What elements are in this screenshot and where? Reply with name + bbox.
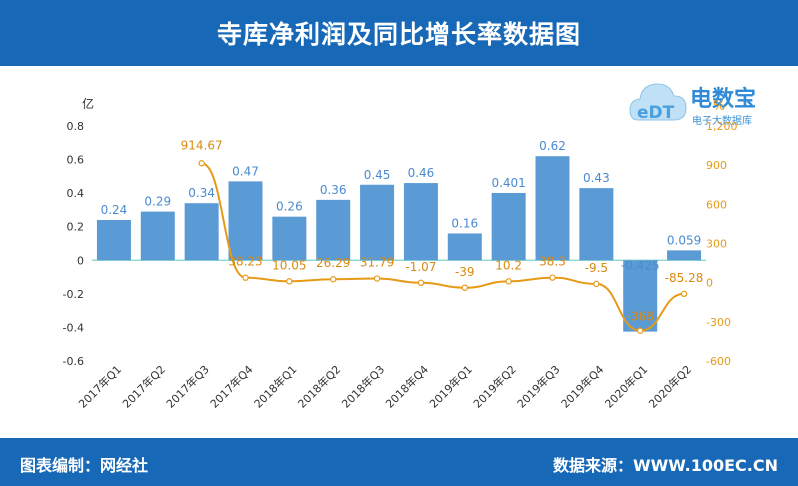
chart-area: 亿% 0.8 0.6 0.4 0.2 0 -0.2 -0.4 -0.6 1,200 900 600 30… (0, 66, 798, 438)
bar-value-label: 0.26 (276, 200, 303, 214)
y-tick-left: 0.8 (67, 120, 85, 133)
x-tick-label: 2017年Q1 (76, 362, 125, 411)
right-axis-unit: % (713, 99, 725, 114)
bar (667, 250, 702, 261)
line-point (461, 284, 468, 291)
y-tick-left: 0.2 (67, 221, 85, 234)
bar-value-label: 0.34 (188, 186, 215, 200)
bar (535, 156, 570, 261)
y-tick-right: 600 (706, 198, 727, 211)
y-tick-right: 0 (706, 277, 713, 290)
line-value-label: 26.29 (316, 256, 350, 270)
bar-value-label: 0.43 (583, 171, 610, 185)
y-tick-right: 900 (706, 159, 727, 172)
y-tick-right: -300 (706, 316, 731, 329)
bar-value-label: 0.29 (144, 195, 171, 209)
y-tick-left: 0.4 (67, 187, 85, 200)
growth-rate-line (201, 162, 685, 332)
x-tick-label: 2018年Q1 (251, 362, 300, 411)
x-tick-label: 2017年Q3 (163, 362, 212, 411)
line-point (242, 274, 249, 281)
y-tick-right: -600 (706, 355, 731, 368)
x-tick-label: 2018年Q4 (383, 362, 432, 411)
y-tick-left: -0.6 (63, 355, 84, 368)
line-point (286, 278, 293, 285)
logo-badge: eDT (637, 103, 675, 123)
bar (579, 188, 614, 261)
line-point (373, 275, 381, 282)
bar (316, 199, 351, 261)
line-value-label: -85.28 (665, 271, 704, 285)
line-value-label: -9.5 (585, 261, 608, 275)
x-tick-label: 2018年Q3 (339, 362, 388, 411)
y-tick-right: 300 (706, 238, 727, 251)
line-value-label: 38.23 (228, 255, 262, 269)
bar (272, 216, 307, 261)
line-point (505, 278, 512, 285)
bar (140, 211, 175, 261)
y-tick-right: 1,200 (706, 120, 738, 133)
line-point (637, 327, 644, 334)
footer-banner: 图表编制：网经社 数据来源：WWW.100EC.CN (0, 438, 798, 486)
line-value-label: -39 (455, 265, 475, 279)
page-title: 寺库净利润及同比增长率数据图 (216, 20, 581, 49)
bar-value-label: 0.16 (451, 216, 478, 230)
x-tick-label: 2019年Q1 (426, 362, 475, 411)
x-tick-label: 2018年Q2 (295, 362, 344, 411)
x-tick-label: 2017年Q2 (119, 362, 168, 411)
line-point (198, 160, 205, 167)
bar-value-label: 0.45 (364, 168, 391, 182)
x-tick-label: 2020年Q1 (602, 362, 651, 411)
bar (184, 203, 219, 261)
y-tick-left: -0.4 (63, 321, 84, 334)
line-value-label: -368 (627, 310, 654, 324)
line-point (330, 276, 337, 283)
line-point (549, 274, 556, 281)
bar (228, 181, 263, 261)
bar-value-label: 0.62 (539, 139, 566, 153)
bar (96, 220, 131, 261)
line-point (593, 280, 600, 288)
bar (403, 183, 438, 261)
bar-value-label: 0.24 (101, 203, 128, 217)
y-tick-left: 0.6 (67, 154, 85, 167)
y-tick-left: -0.2 (63, 288, 84, 301)
footer-credit: 图表编制：网经社 (20, 456, 149, 475)
bar-value-label: 0.059 (667, 233, 701, 247)
x-tick-label: 2020年Q2 (646, 362, 695, 411)
footer-source: 数据来源：WWW.100EC.CN (552, 456, 778, 475)
line-value-label: 10.05 (272, 258, 306, 272)
x-tick-label: 2019年Q3 (514, 362, 563, 411)
cloud-logo-icon: eDT 电数宝 电子大数据库 (629, 83, 756, 127)
line-value-label: -1.07 (405, 260, 436, 274)
bar (623, 260, 658, 332)
logo-text: 电数宝 (690, 86, 756, 112)
bar (447, 233, 482, 261)
line-value-label: 10.2 (495, 258, 522, 272)
chart-svg: 亿 % 0.8 0.6 0.4 0.2 0 -0.2 -0.4 -0.6 1,200 900 600 30… (63, 96, 738, 411)
bar-value-label: 0.46 (408, 166, 435, 180)
x-tick-label: 2017年Q4 (207, 362, 256, 411)
y-tick-left: 0 (77, 254, 84, 267)
logo-subtext: 电子大数据库 (692, 114, 752, 127)
bar (491, 192, 526, 261)
line-point (680, 290, 688, 298)
bar (360, 184, 395, 261)
left-axis-unit: 亿 (82, 96, 94, 111)
x-tick-label: 2019年Q2 (470, 362, 519, 411)
bar-value-label: 0.47 (232, 164, 259, 178)
line-value-label: 38.3 (539, 255, 566, 269)
header-banner: 寺库净利润及同比增长率数据图 (0, 0, 798, 66)
bar-value-label: 0.401 (491, 176, 525, 190)
line-value-label: 914.67 (181, 138, 223, 152)
line-point (417, 279, 425, 287)
bar-value-label: 0.36 (320, 183, 347, 197)
x-tick-label: 2019年Q4 (558, 362, 607, 411)
brand-logo: eDT 电数宝 电子大数据库 (628, 72, 793, 134)
bar-value-label: -0.425 (621, 259, 660, 273)
line-value-label: 31.79 (360, 256, 394, 270)
